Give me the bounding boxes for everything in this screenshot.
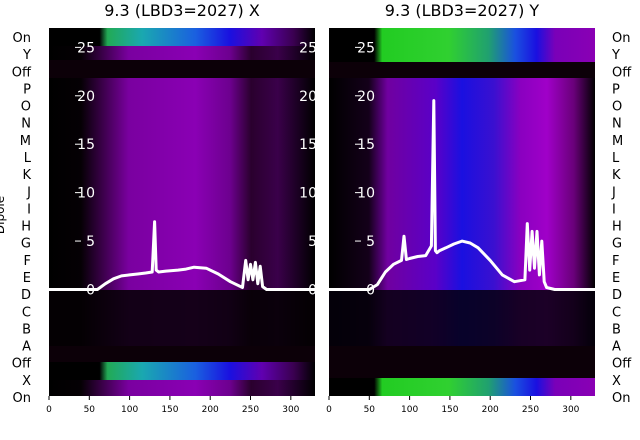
right-row-label-5: N [612,117,622,132]
x-tick-label: 150 [161,405,178,415]
y-tick-label: 5 [86,234,95,250]
x-tick-label: 200 [202,405,219,415]
right-heatmap-top-band [329,28,595,62]
left-heatmap-bottom-band [49,380,315,396]
left-heatmap-x-band [49,362,315,380]
right-row-label-21: On [612,391,630,406]
right-row-label-12: G [612,237,622,252]
y-axis-label: Dipole [0,196,7,234]
left-row-label-19: Off [12,357,32,372]
left-row-label-6: M [20,134,31,149]
left-heatmap-panel [49,28,315,396]
right-row-label-0: On [612,31,630,46]
left-row-label-15: D [21,288,31,303]
y-tick-label: 25 [77,40,95,56]
left-row-label-18: A [22,340,31,355]
right-row-label-3: P [612,82,620,97]
x-tick-label: 200 [482,405,499,415]
right-heatmap-lower-dark [329,290,595,346]
y-tick-label-edge: 20 [299,89,317,105]
x-tick-label: 250 [242,405,259,415]
left-panel-title: 9.3 (LBD3=2027) X [104,1,260,20]
left-row-label-4: O [21,100,31,115]
x-tick-label: 300 [562,405,579,415]
x-tick-label: 300 [282,405,299,415]
left-row-label-5: N [21,117,31,132]
right-row-label-18: A [612,340,621,355]
x-tick-label: 100 [401,405,418,415]
right-row-label-8: K [612,168,621,183]
right-row-label-16: C [612,305,621,320]
x-tick-label: 100 [121,405,138,415]
right-row-label-9: J [611,185,616,200]
x-tick-label: 0 [326,405,332,415]
left-heatmap-off-band [49,60,315,78]
y-tick-label: 15 [357,137,375,153]
y-tick-label-edge: 10 [299,186,317,202]
y-tick-label-edge: 25 [299,40,317,56]
left-row-label-20: X [22,374,31,389]
right-panel-title: 9.3 (LBD3=2027) Y [385,1,540,20]
right-row-label-4: O [612,100,622,115]
left-row-label-8: K [22,168,31,183]
right-row-label-2: Off [612,65,632,80]
left-row-label-10: I [27,202,31,217]
y-tick-label: 20 [77,89,95,105]
y-tick-label: 25 [357,40,375,56]
x-tick-label: 50 [364,405,376,415]
left-heatmap-top-band [49,28,315,46]
y-tick-label: 10 [77,186,95,202]
left-row-label-12: G [21,237,31,252]
right-row-label-11: H [612,220,622,235]
right-row-label-19: Off [612,357,632,372]
right-row-label-20: X [612,374,621,389]
right-row-label-17: B [612,322,621,337]
right-overlay-line [329,99,595,291]
y-tick-label: 15 [77,137,95,153]
x-tick-label: 150 [441,405,458,415]
left-row-label-21: On [13,391,31,406]
left-row-label-1: Y [22,48,31,63]
right-heatmap-off-band-2 [329,346,595,378]
right-heatmap-off-band [329,62,595,78]
x-tick-label: 250 [522,405,539,415]
left-heatmap-lower-dark [49,290,315,346]
y-tick-label-edge: 15 [299,137,317,153]
x-tick-label: 50 [84,405,96,415]
left-row-label-14: E [23,271,31,286]
left-row-label-17: B [22,322,31,337]
y-tick-label: 20 [357,89,375,105]
right-heatmap-bottom-band [329,378,595,396]
left-heatmap-off-band-2 [49,346,315,362]
y-tick-label: 5 [366,234,375,250]
right-heatmap-panel [329,28,595,396]
left-row-label-2: Off [12,65,32,80]
left-row-label-7: L [24,151,32,166]
right-row-label-15: D [612,288,622,303]
left-row-label-11: H [21,220,31,235]
right-row-label-7: L [612,151,620,166]
x-tick-label: 0 [46,405,52,415]
right-row-label-13: F [612,254,619,269]
right-row-label-14: E [612,271,620,286]
left-row-label-3: P [23,82,31,97]
left-row-label-13: F [24,254,31,269]
y-tick-label-edge: 5 [308,234,317,250]
y-tick-label: 10 [357,186,375,202]
left-row-label-9: J [26,185,31,200]
left-row-label-0: On [13,31,31,46]
right-row-label-6: M [612,134,623,149]
left-row-label-16: C [22,305,31,320]
right-row-label-1: Y [611,48,620,63]
right-row-label-10: I [612,202,616,217]
left-overlay-line [49,220,315,291]
